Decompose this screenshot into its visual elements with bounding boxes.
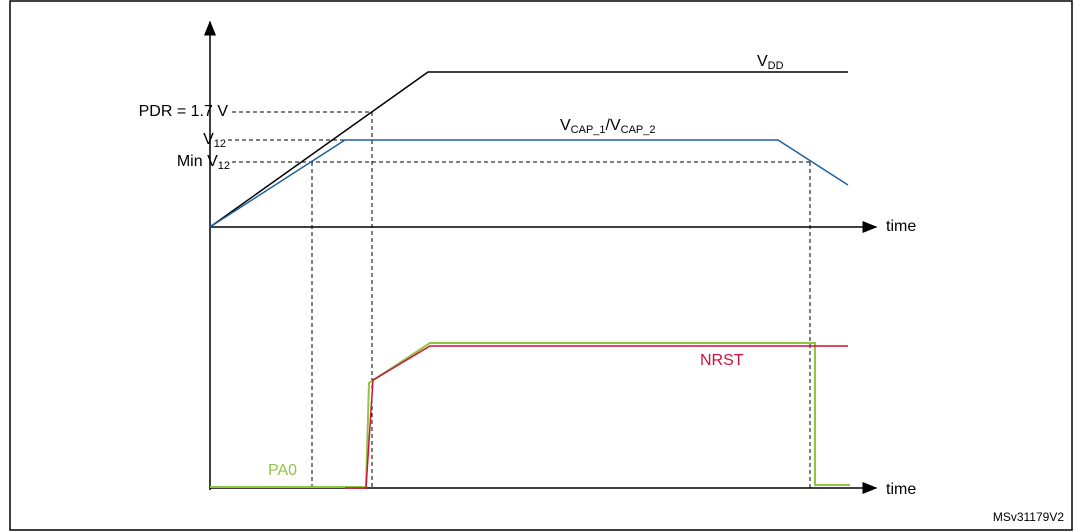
time-label-bottom: time <box>886 481 916 498</box>
v12-main: V <box>203 131 214 148</box>
vcap-main2: /V <box>606 117 621 134</box>
vdd-curve <box>209 71 848 228</box>
figure-ref: MSv31179V2 <box>993 510 1064 524</box>
nrst-curve <box>345 345 848 489</box>
pdr-label: PDR = 1.7 V <box>139 103 229 120</box>
min-v12-sub: 12 <box>218 160 230 172</box>
vdd-main: V <box>757 53 768 70</box>
vdd-sub: DD <box>768 60 784 72</box>
v12-label: V12 <box>203 131 226 150</box>
guides <box>228 111 811 488</box>
nrst-label: NRST <box>700 352 744 369</box>
frame <box>9 0 1073 531</box>
vcap-main1: V <box>560 117 571 134</box>
min-v12-label: Min V12 <box>177 153 230 172</box>
vcap-curve <box>209 139 849 228</box>
vcap-sub1: CAP_1 <box>571 124 606 136</box>
vcap-sub2: CAP_2 <box>621 124 656 136</box>
time-label-top: time <box>886 218 916 235</box>
v12-sub: 12 <box>214 138 226 150</box>
pa0-curve <box>210 342 850 488</box>
min-v12-main: Min V <box>177 153 218 170</box>
pa0-label: PA0 <box>268 462 297 479</box>
vcap-label: VCAP_1/VCAP_2 <box>560 117 656 136</box>
vdd-label: VDD <box>757 53 784 72</box>
